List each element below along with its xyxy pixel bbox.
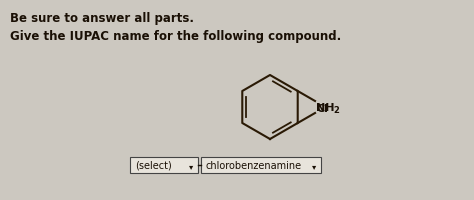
Text: ▾: ▾ [189, 162, 193, 171]
Text: Give the IUPAC name for the following compound.: Give the IUPAC name for the following co… [10, 30, 341, 43]
FancyBboxPatch shape [130, 157, 198, 173]
Text: chlorobenzenamine: chlorobenzenamine [206, 160, 302, 170]
FancyBboxPatch shape [201, 157, 321, 173]
Text: Be sure to answer all parts.: Be sure to answer all parts. [10, 12, 194, 25]
Text: 2: 2 [333, 105, 339, 114]
Text: Cl: Cl [316, 103, 328, 113]
Text: NH: NH [316, 102, 335, 112]
Text: (select): (select) [135, 160, 172, 170]
Text: ▾: ▾ [312, 162, 316, 171]
